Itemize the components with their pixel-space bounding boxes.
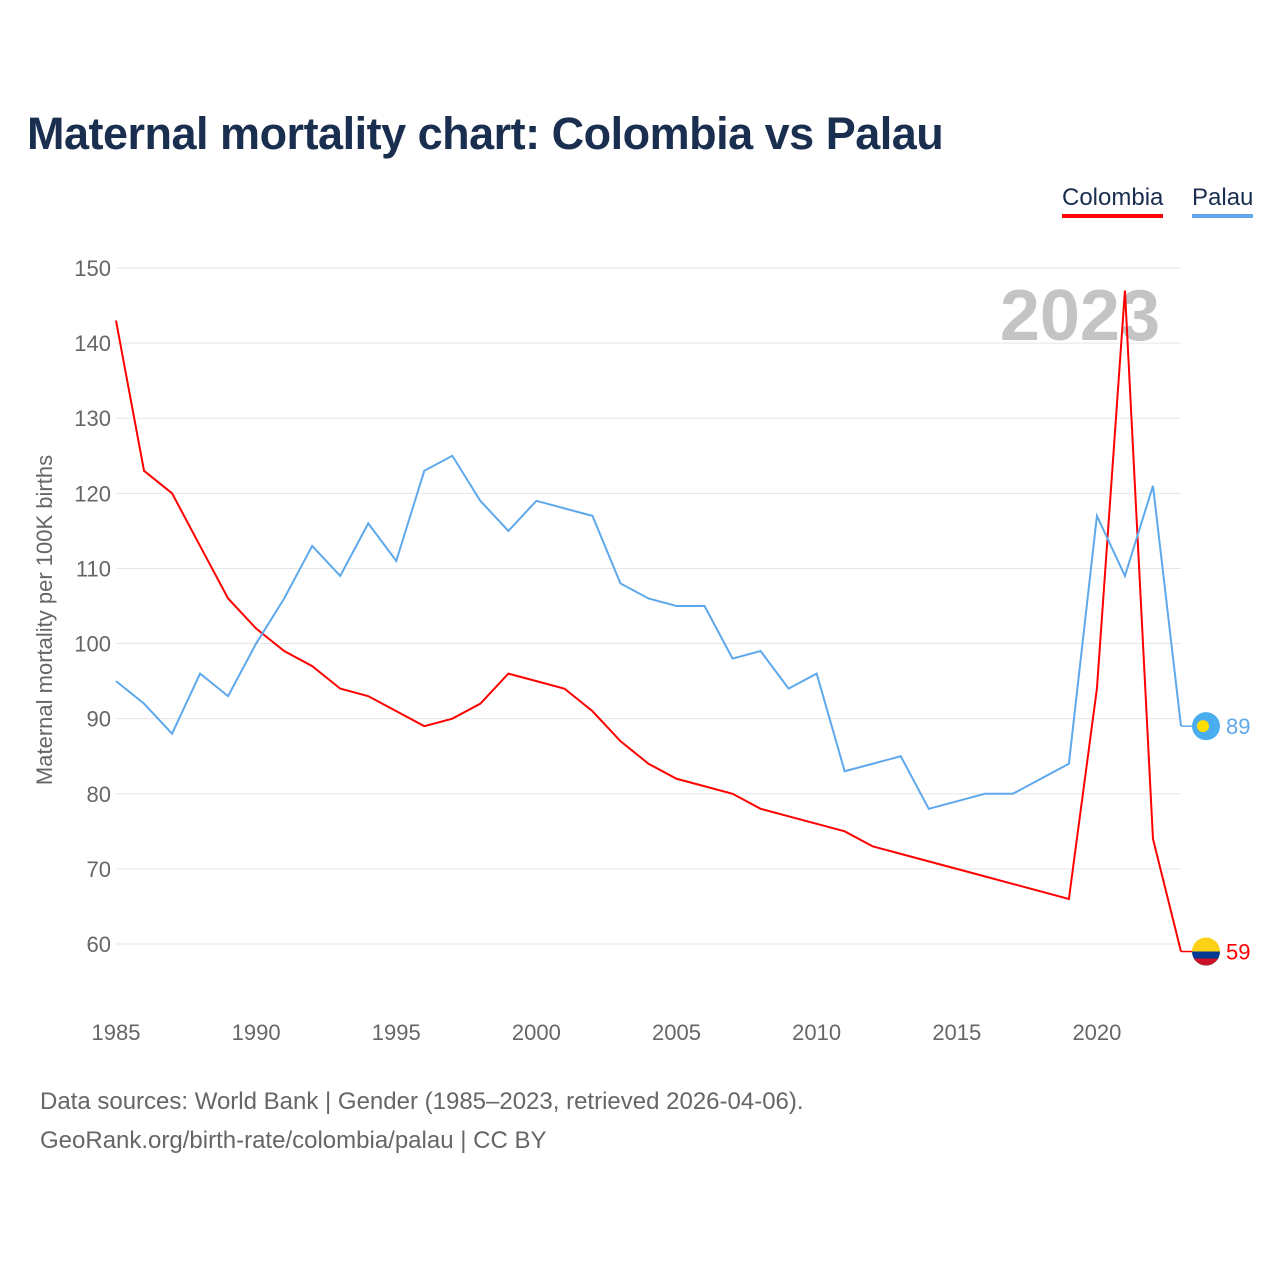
x-tick-label: 1985	[92, 1020, 141, 1045]
flag-stripe	[1194, 958, 1218, 966]
x-tick-label: 2020	[1072, 1020, 1121, 1045]
y-tick-label: 90	[87, 707, 111, 732]
y-tick-label: 80	[87, 782, 111, 807]
y-tick-label: 60	[87, 932, 111, 957]
y-tick-label: 110	[76, 556, 111, 581]
y-tick-label: 100	[74, 632, 111, 657]
chart-title: Maternal mortality chart: Colombia vs Pa…	[27, 108, 944, 159]
end-value-label: 89	[1226, 714, 1250, 739]
x-tick-label: 2000	[512, 1020, 561, 1045]
source-text: Data sources: World Bank | Gender (1985–…	[40, 1088, 804, 1115]
flag-disc	[1197, 720, 1209, 733]
x-tick-label: 2005	[652, 1020, 701, 1045]
series-line-palau	[115, 454, 1182, 810]
y-tick-label: 140	[74, 331, 111, 356]
year-annotation: 2023	[1000, 276, 1160, 356]
y-tick-label: 130	[74, 406, 111, 431]
y-tick-label: 120	[74, 481, 111, 506]
source-url[interactable]: GeoRank.org/birth-rate/colombia/palau | …	[40, 1127, 547, 1154]
legend-palau[interactable]: Palau	[1192, 184, 1254, 218]
x-tick-label: 2015	[932, 1020, 981, 1045]
x-tick-label: 1995	[372, 1020, 421, 1045]
x-tick-label: 1990	[232, 1020, 281, 1045]
y-tick-label: 150	[74, 256, 111, 281]
end-value-label: 59	[1226, 940, 1250, 965]
legend-colombia[interactable]: Colombia	[1062, 184, 1164, 218]
x-tick-label: 2010	[792, 1020, 841, 1045]
y-tick-label: 70	[87, 857, 111, 882]
y-axis-label: Maternal mortality per 100K births	[32, 455, 57, 785]
series-line-colombia	[115, 290, 1182, 952]
